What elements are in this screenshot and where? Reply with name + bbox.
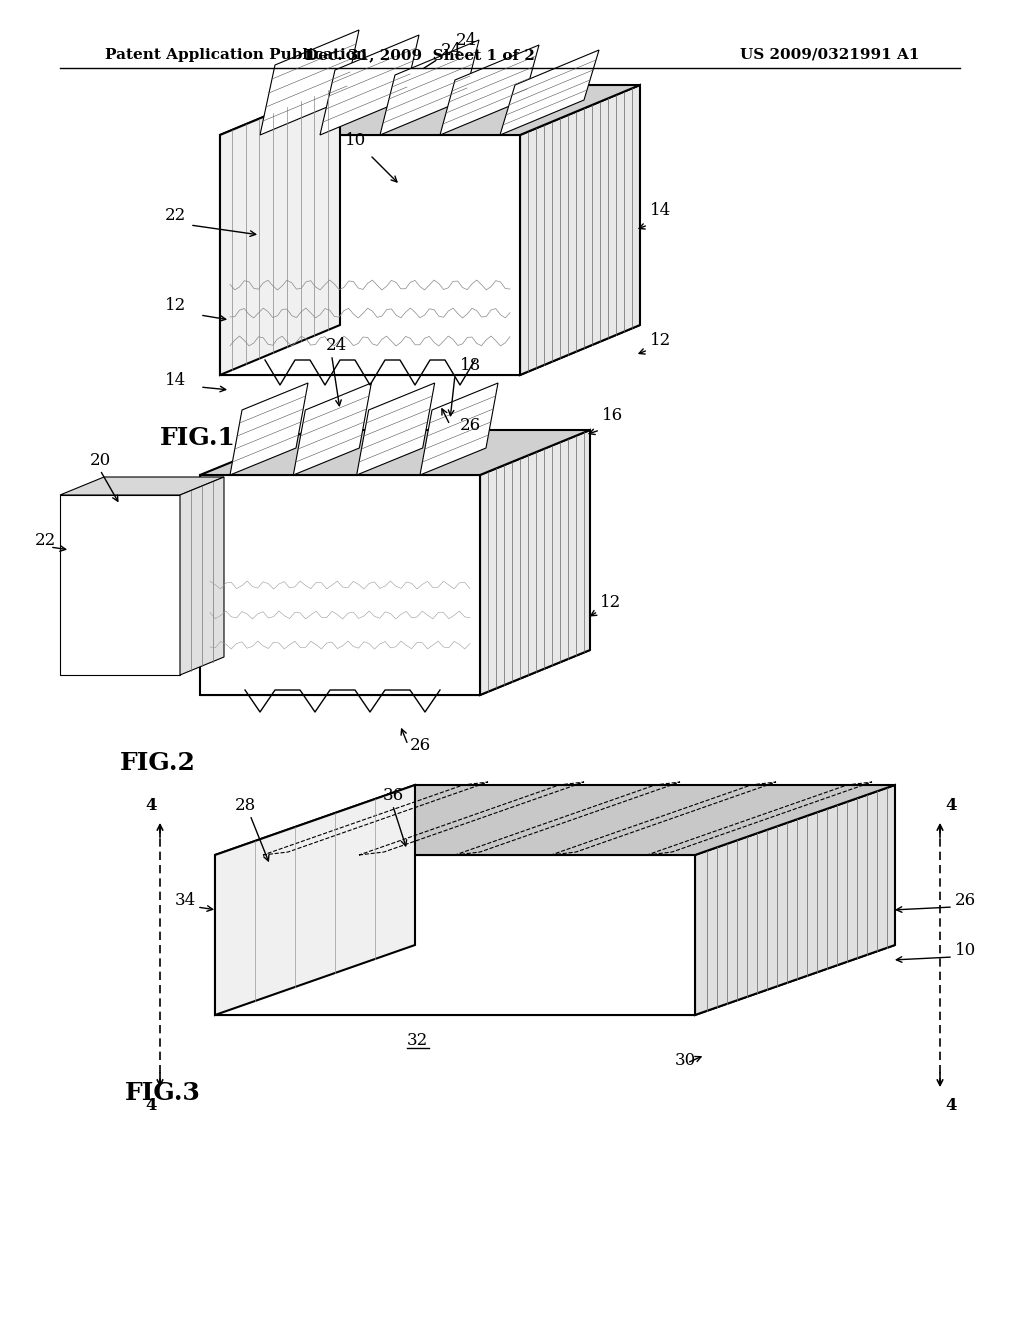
- Text: 30: 30: [675, 1052, 696, 1069]
- Text: Dec. 31, 2009  Sheet 1 of 2: Dec. 31, 2009 Sheet 1 of 2: [305, 48, 535, 62]
- Text: US 2009/0321991 A1: US 2009/0321991 A1: [740, 48, 920, 62]
- Polygon shape: [60, 477, 224, 495]
- Polygon shape: [215, 945, 895, 1015]
- Text: 18: 18: [460, 356, 481, 374]
- Text: 4: 4: [145, 1097, 157, 1114]
- Polygon shape: [440, 45, 539, 135]
- Polygon shape: [220, 84, 340, 375]
- Polygon shape: [180, 477, 224, 675]
- Polygon shape: [695, 785, 895, 1015]
- Polygon shape: [356, 383, 434, 475]
- Polygon shape: [520, 84, 640, 375]
- Polygon shape: [380, 40, 479, 135]
- Polygon shape: [200, 475, 480, 696]
- Text: 10: 10: [955, 942, 976, 960]
- Text: 14: 14: [165, 372, 186, 389]
- Text: 34: 34: [175, 892, 197, 909]
- Text: 26: 26: [410, 737, 431, 754]
- Text: 22: 22: [35, 532, 56, 549]
- Polygon shape: [293, 383, 372, 475]
- Text: 24: 24: [456, 32, 477, 49]
- Text: 12: 12: [600, 594, 622, 611]
- Text: 4: 4: [145, 797, 157, 814]
- Text: 20: 20: [90, 451, 112, 469]
- Polygon shape: [319, 36, 419, 135]
- Text: 28: 28: [234, 797, 256, 814]
- Polygon shape: [480, 430, 590, 696]
- Polygon shape: [420, 383, 498, 475]
- Text: 14: 14: [650, 202, 672, 219]
- Text: 4: 4: [945, 797, 956, 814]
- Text: 24: 24: [423, 42, 462, 69]
- Text: 26: 26: [955, 892, 976, 909]
- Text: FIG.2: FIG.2: [120, 751, 196, 775]
- Text: 24: 24: [326, 337, 347, 354]
- Text: 12: 12: [165, 297, 186, 314]
- Polygon shape: [60, 495, 180, 675]
- Text: 4: 4: [945, 1097, 956, 1114]
- Polygon shape: [260, 30, 359, 135]
- Polygon shape: [215, 785, 895, 855]
- Polygon shape: [220, 84, 640, 135]
- Polygon shape: [200, 649, 590, 696]
- Polygon shape: [200, 430, 590, 475]
- Polygon shape: [230, 383, 308, 475]
- Polygon shape: [215, 785, 415, 1015]
- Text: FIG.3: FIG.3: [125, 1081, 201, 1105]
- Polygon shape: [220, 135, 520, 375]
- Polygon shape: [220, 325, 640, 375]
- Text: 36: 36: [383, 787, 404, 804]
- Text: 12: 12: [650, 333, 672, 348]
- Text: 16: 16: [602, 407, 624, 424]
- Polygon shape: [215, 855, 695, 1015]
- Text: 32: 32: [407, 1032, 428, 1049]
- Text: 26: 26: [460, 417, 481, 434]
- Polygon shape: [500, 50, 599, 135]
- Text: Patent Application Publication: Patent Application Publication: [105, 48, 367, 62]
- Text: 22: 22: [165, 207, 186, 224]
- Text: FIG.1: FIG.1: [160, 426, 236, 450]
- Text: 10: 10: [345, 132, 367, 149]
